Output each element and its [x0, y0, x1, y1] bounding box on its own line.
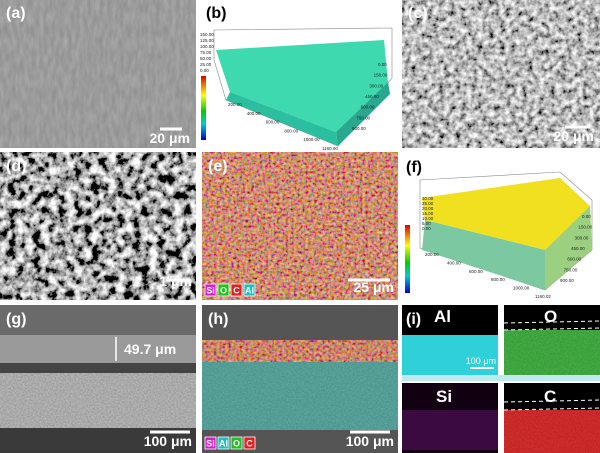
x-tick-label: 1160.02 — [535, 294, 551, 299]
colorbar-tick-label: 5.00 — [422, 221, 431, 226]
legend-label: Si — [206, 286, 215, 296]
y-tick-label: 900.00 — [560, 278, 574, 283]
x-tick-label: 1000.00 — [303, 137, 320, 142]
y-tick-label: 750.00 — [564, 267, 578, 272]
colorbar-tick-label: 50.00 — [200, 56, 212, 61]
y-tick-label: 150.00 — [374, 73, 388, 78]
scale-bar: 100 μm — [144, 433, 192, 449]
colorbar-tick-label: 30.00 — [422, 196, 434, 201]
panel-a: (a) 20 μm — [0, 0, 196, 148]
panel-b: (b) 150.00125.00100.0075.0050.0025.000.0… — [200, 5, 393, 151]
y-tick-label: 750.00 — [356, 115, 370, 120]
colorbar-tick-label: 15.00 — [422, 211, 434, 216]
y-tick-label: 150.00 — [578, 225, 592, 230]
map-label: O — [544, 307, 557, 326]
panel-f: (f) 30.0025.0020.0015.0010.005.000.00200… — [405, 159, 593, 299]
colorbar-tick-label: 150.00 — [200, 32, 214, 37]
x-tick-label: 1000.00 — [513, 286, 530, 291]
colorbar-tick-label: 75.00 — [200, 50, 212, 55]
panel-label: (h) — [208, 311, 228, 328]
map-label: C — [544, 387, 556, 406]
legend-swatch — [230, 283, 243, 297]
scale-bar: 100 μm — [466, 356, 496, 366]
y-tick-label: 900.00 — [352, 126, 366, 131]
x-tick-label: 1160.00 — [322, 146, 338, 151]
legend-label: C — [246, 439, 253, 449]
legend-swatch — [204, 283, 217, 297]
x-tick-label: 400.00 — [447, 260, 461, 265]
legend-label: C — [233, 286, 240, 296]
legend-swatch — [217, 436, 230, 450]
y-tick-label: 600.00 — [361, 105, 375, 110]
colorbar-tick-label: 0.00 — [422, 226, 431, 231]
legend-label: O — [233, 439, 240, 449]
legend-label: O — [220, 286, 227, 296]
colorbar-tick-label: 25.00 — [422, 201, 434, 206]
panel-g: (g) 49.7 μm 100 μm — [0, 305, 196, 453]
legend-swatch — [243, 283, 256, 297]
thickness-label: 49.7 μm — [124, 341, 176, 357]
legend-swatch — [230, 436, 243, 450]
panel-label: (e) — [208, 158, 228, 175]
y-tick-label: 300.00 — [575, 235, 589, 240]
colorbar-tick-label: 100.00 — [200, 44, 214, 49]
y-tick-label: 450.00 — [571, 246, 585, 251]
scale-bar: 25 μm — [354, 279, 394, 295]
x-tick-label: 800.00 — [284, 128, 298, 133]
map-label: Si — [436, 387, 452, 406]
panel-label: (a) — [6, 5, 26, 22]
y-tick-label: 0.00 — [582, 214, 591, 219]
map-label: Al — [434, 307, 451, 326]
legend-label: Al — [219, 439, 228, 449]
y-tick-label: 450.00 — [365, 94, 379, 99]
panel-e: (e) 25 μm Si O C Al — [202, 152, 398, 300]
panel-label: (d) — [6, 158, 26, 175]
colorbar-tick-label: 10.00 — [422, 216, 434, 221]
panel-i: (i) Al O Si C 100 μm — [402, 305, 600, 453]
legend-label: Si — [206, 439, 215, 449]
colorbar-tick-label: 0.00 — [200, 68, 209, 73]
x-tick-label: 600.00 — [469, 269, 483, 274]
legend-label: Al — [245, 286, 254, 296]
panel-label: (b) — [206, 5, 226, 22]
x-tick-label: 200.00 — [228, 102, 242, 107]
colorbar-tick-label: 20.00 — [422, 206, 434, 211]
scale-bar: 20 μm — [554, 128, 594, 144]
x-tick-label: 200.00 — [425, 252, 439, 257]
panel-d: (d) 1 μm — [0, 152, 196, 300]
legend-swatch — [217, 283, 230, 297]
legend-swatch — [243, 436, 256, 450]
panel-label: (g) — [6, 311, 26, 328]
x-tick-label: 800.00 — [491, 277, 505, 282]
colorbar-tick-label: 125.00 — [200, 38, 214, 43]
x-tick-label: 400.00 — [247, 111, 261, 116]
panel-c: (c) 20 μm — [402, 0, 600, 148]
panel-label: (i) — [406, 311, 421, 328]
scale-bar: 1 μm — [159, 273, 192, 289]
colorbar-tick-label: 25.00 — [200, 62, 212, 67]
panel-h: (h) 100 μm Si Al O C — [202, 305, 398, 453]
panel-label: (c) — [408, 5, 428, 22]
scale-bar: 100 μm — [346, 433, 394, 449]
legend-swatch — [204, 436, 217, 450]
scale-bar: 20 μm — [150, 130, 190, 146]
panel-label: (f) — [406, 159, 422, 176]
y-tick-label: 300.00 — [369, 83, 383, 88]
y-tick-label: 0.00 — [378, 62, 387, 67]
y-tick-label: 600.00 — [567, 257, 581, 262]
x-tick-label: 600.00 — [266, 120, 280, 125]
